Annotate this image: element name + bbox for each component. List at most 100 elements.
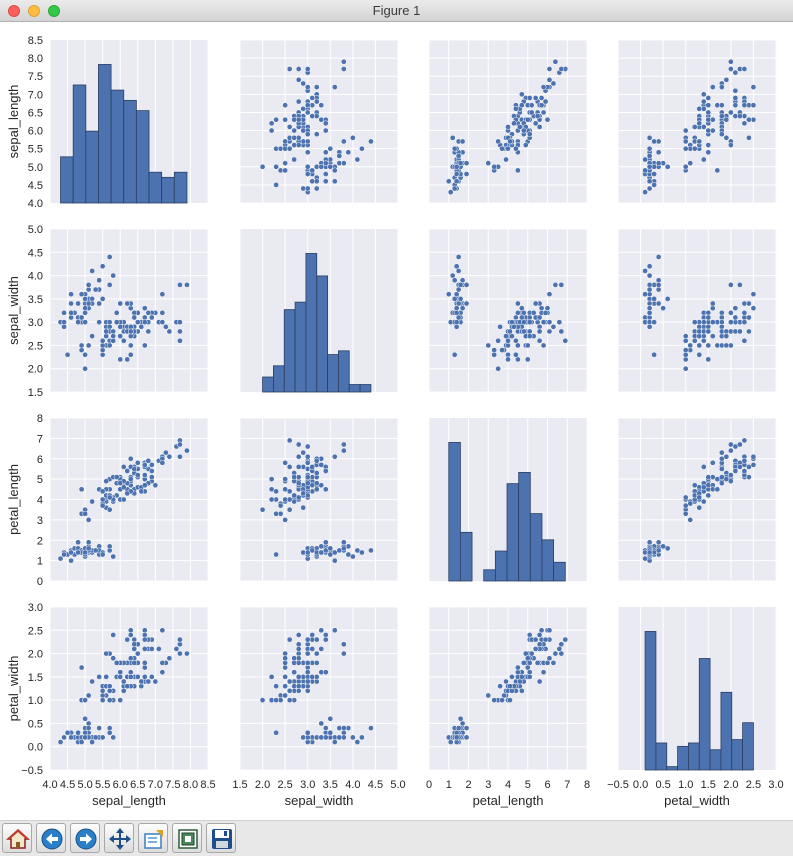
scatter-point (503, 678, 509, 685)
scatter-point (507, 328, 513, 335)
zoom-window-button[interactable] (48, 5, 60, 17)
scatter-point (700, 91, 707, 98)
scatter-point (526, 319, 533, 325)
scatter-point (82, 715, 88, 722)
close-window-button[interactable] (8, 5, 20, 17)
scatter-point (664, 163, 671, 170)
scatter-point (536, 314, 543, 321)
scatter-point (291, 655, 298, 662)
scatter-point (723, 134, 730, 141)
pan-button[interactable] (104, 823, 134, 853)
zoom-button[interactable] (138, 823, 168, 853)
y-tick-label: 5 (37, 474, 43, 486)
scatter-point (127, 655, 134, 662)
x-tick-label: 7.0 (148, 779, 163, 791)
scatter-point (268, 476, 275, 482)
scatter-point (718, 474, 725, 480)
scatter-point (286, 636, 293, 643)
scatter-point (540, 669, 547, 676)
scatter-point (491, 351, 498, 358)
scatter-point (515, 664, 521, 671)
scatter-point (124, 636, 131, 643)
scatter-point (463, 282, 470, 288)
scatter-point (451, 145, 458, 152)
scatter-point (103, 478, 110, 485)
scatter-point (141, 636, 148, 643)
scatter-point (322, 127, 329, 134)
scatter-point (451, 351, 458, 358)
scatter-point (304, 729, 311, 736)
scatter-point (526, 674, 533, 680)
scatter-point (120, 678, 127, 685)
x-tick-label: 0.5 (655, 779, 670, 791)
scatter-point (741, 319, 748, 325)
scatter-point (131, 314, 138, 321)
scatter-point (273, 163, 279, 170)
scatter-point (655, 300, 662, 307)
scatter-point (273, 182, 279, 188)
scatter-point (106, 683, 113, 690)
scatter-point (542, 309, 549, 316)
scatter-point (96, 300, 103, 307)
scatter-point (741, 300, 748, 307)
scatter-point (131, 641, 138, 648)
scatter-point (75, 539, 81, 546)
scatter-point (155, 646, 162, 652)
scatter-point (124, 490, 131, 497)
scatter-point (124, 300, 131, 307)
scatter-point (696, 138, 703, 145)
y-tick-label: 7.0 (28, 89, 43, 101)
move-arrows-icon (109, 828, 131, 850)
scatter-point (687, 342, 694, 349)
scatter-point (103, 328, 110, 335)
zoom-rect-icon (144, 830, 163, 849)
scatter-point (127, 632, 134, 638)
y-tick-label: 5.5 (28, 144, 43, 156)
scatter-point (515, 342, 521, 349)
scatter-point (453, 178, 460, 185)
axes-background (618, 229, 776, 392)
scatter-point (313, 457, 320, 464)
scatter-point (536, 337, 543, 344)
scatter-point (350, 134, 356, 141)
minimize-window-button[interactable] (28, 5, 40, 17)
scatter-point (103, 650, 110, 657)
scatter-point (732, 87, 739, 94)
scatter-point (552, 58, 559, 65)
scatter-point (99, 551, 106, 558)
scatter-point (453, 305, 460, 312)
scatter-point (148, 474, 155, 480)
subplots-button[interactable] (172, 823, 202, 853)
scatter-point (273, 488, 279, 495)
scatter-point (61, 319, 67, 325)
y-tick-label: 2.5 (28, 625, 43, 637)
scatter-point (682, 163, 689, 170)
scatter-point (709, 319, 716, 325)
save-button[interactable] (206, 823, 236, 853)
histogram-bar (283, 309, 296, 393)
scatter-point (518, 314, 525, 321)
scatter-point (273, 683, 279, 690)
scatter-point (455, 254, 462, 260)
scatter-point (682, 127, 689, 134)
scatter-point (322, 149, 329, 156)
scatter-point (110, 632, 117, 638)
scatter-point (134, 319, 141, 325)
x-tick-label: 7 (564, 779, 570, 791)
x-tick-label: 4.5 (368, 779, 383, 791)
scatter-point (540, 84, 547, 90)
x-tick-label: 8.5 (200, 779, 215, 791)
scatter-point (152, 678, 159, 685)
back-button[interactable] (36, 823, 66, 853)
scatter-point (718, 466, 725, 472)
home-button[interactable] (2, 823, 32, 853)
scatter-point (732, 305, 739, 312)
scatter-point (511, 323, 517, 330)
scatter-point (89, 678, 95, 685)
scatter-point (723, 333, 730, 339)
x-tick-label: 5 (525, 779, 531, 791)
scatter-point (550, 660, 557, 666)
scatter-point (556, 319, 563, 325)
scatter-point (558, 66, 565, 72)
forward-button[interactable] (70, 823, 100, 853)
